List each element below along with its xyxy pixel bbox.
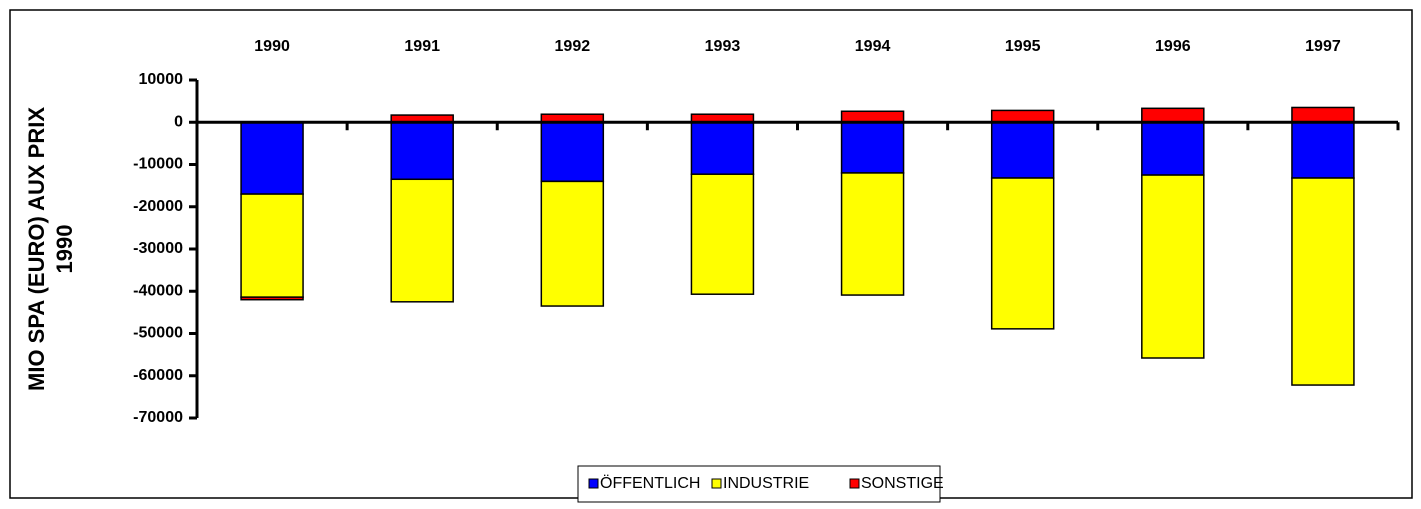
- bar-segment: [840, 110, 905, 123]
- bar-segment: [1141, 174, 1205, 359]
- x-tick-label: 1997: [1305, 38, 1341, 55]
- bar-segment: [240, 296, 304, 301]
- bar-segment: [690, 173, 755, 295]
- x-tick-label: 1993: [705, 38, 741, 55]
- legend-swatch: [588, 478, 599, 489]
- x-tick-label: 1995: [1005, 38, 1041, 55]
- bar-segment: [1291, 121, 1355, 179]
- bar-segment: [1291, 106, 1355, 124]
- bar-segment: [690, 121, 755, 175]
- bar-segment: [840, 172, 905, 296]
- y-tick-label: -60000: [133, 367, 183, 384]
- y-tick-label: -40000: [133, 282, 183, 299]
- bar-segment: [1291, 177, 1355, 386]
- legend-swatch: [711, 478, 722, 489]
- bar-segment: [390, 121, 454, 181]
- y-tick-label: -50000: [133, 325, 183, 342]
- y-tick-label: -30000: [133, 240, 183, 257]
- bar-segment: [540, 121, 605, 183]
- bar-segment: [240, 193, 304, 298]
- y-axis-title: 1990: [52, 225, 77, 274]
- legend-label: SONSTIGE: [861, 475, 944, 492]
- legend-box: [577, 465, 941, 503]
- y-axis-title: MIO SPA (EURO) AUX PRIX: [24, 107, 49, 391]
- x-tick-label: 1992: [555, 38, 591, 55]
- x-tick-label: 1990: [254, 38, 290, 55]
- bar-segment: [540, 180, 605, 307]
- bar-segment: [990, 109, 1055, 123]
- y-tick-label: -10000: [133, 156, 183, 173]
- y-tick-label: 0: [174, 113, 183, 130]
- bar-segment: [1141, 107, 1205, 124]
- x-tick-label: 1994: [855, 38, 891, 55]
- bar-segment: [990, 177, 1055, 330]
- legend-label: INDUSTRIE: [723, 475, 809, 492]
- legend-label: ÖFFENTLICH: [600, 474, 700, 492]
- x-tick-label: 1991: [404, 38, 440, 55]
- bar-segment: [1141, 121, 1205, 176]
- y-tick-label: -70000: [133, 409, 183, 426]
- legend-swatch: [849, 478, 860, 489]
- bar-segment: [990, 121, 1055, 179]
- bar-segment: [840, 121, 905, 174]
- bar-segment: [240, 121, 304, 195]
- y-tick-label: 10000: [139, 71, 184, 88]
- y-tick-label: -20000: [133, 198, 183, 215]
- x-tick-label: 1996: [1155, 38, 1191, 55]
- bar-segment: [390, 178, 454, 303]
